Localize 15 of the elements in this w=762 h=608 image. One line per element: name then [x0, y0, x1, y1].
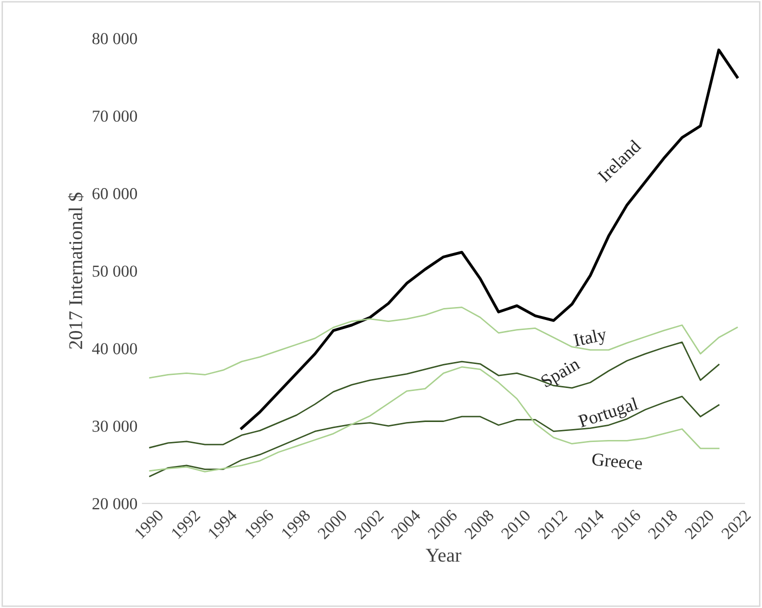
text: Italy — [573, 327, 608, 350]
text: Spain — [540, 357, 583, 391]
y-tick-label: 50 000 — [92, 266, 137, 277]
line-series — [240, 48, 739, 430]
series-label: Greece — [592, 453, 642, 470]
text: Portugal — [578, 396, 640, 432]
y-tick-label: 80 000 — [92, 33, 137, 44]
y-axis-title: 2017 International $ — [68, 192, 84, 349]
y-tick-label: 30 000 — [92, 420, 137, 432]
y-tick-label: 70 000 — [92, 110, 137, 122]
line-series — [149, 396, 720, 477]
x-axis-title: Year — [426, 548, 462, 562]
y-tick-label: 20 000 — [92, 498, 137, 510]
y-tick-label: 40 000 — [92, 343, 137, 354]
y-tick-label: 60 000 — [92, 188, 137, 200]
